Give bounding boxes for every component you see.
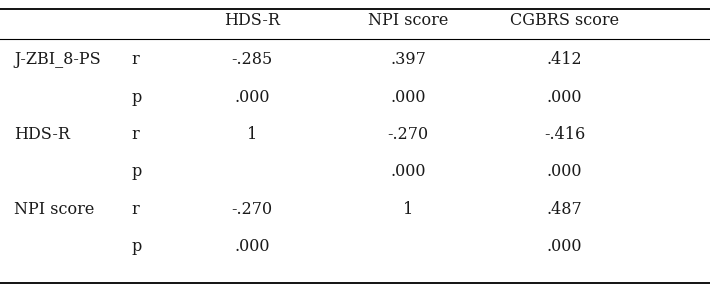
Text: .000: .000 [391,89,426,106]
Text: J-ZBI_8-PS: J-ZBI_8-PS [14,51,101,68]
Text: .000: .000 [234,238,270,255]
Text: p: p [131,238,141,255]
Text: r: r [131,126,139,143]
Text: .000: .000 [391,164,426,180]
Text: .412: .412 [547,51,582,68]
Text: .000: .000 [547,89,582,106]
Text: r: r [131,201,139,218]
Text: 1: 1 [247,126,257,143]
Text: p: p [131,89,141,106]
Text: HDS-R: HDS-R [224,12,280,29]
Text: .000: .000 [234,89,270,106]
Text: HDS-R: HDS-R [14,126,70,143]
Text: NPI score: NPI score [368,12,449,29]
Text: .000: .000 [547,164,582,180]
Text: -.416: -.416 [544,126,585,143]
Text: r: r [131,51,139,68]
Text: .397: .397 [391,51,426,68]
Text: -.270: -.270 [388,126,429,143]
Text: p: p [131,164,141,180]
Text: -.270: -.270 [231,201,273,218]
Text: CGBRS score: CGBRS score [510,12,619,29]
Text: NPI score: NPI score [14,201,94,218]
Text: 1: 1 [403,201,413,218]
Text: .487: .487 [547,201,582,218]
Text: -.285: -.285 [231,51,273,68]
Text: .000: .000 [547,238,582,255]
